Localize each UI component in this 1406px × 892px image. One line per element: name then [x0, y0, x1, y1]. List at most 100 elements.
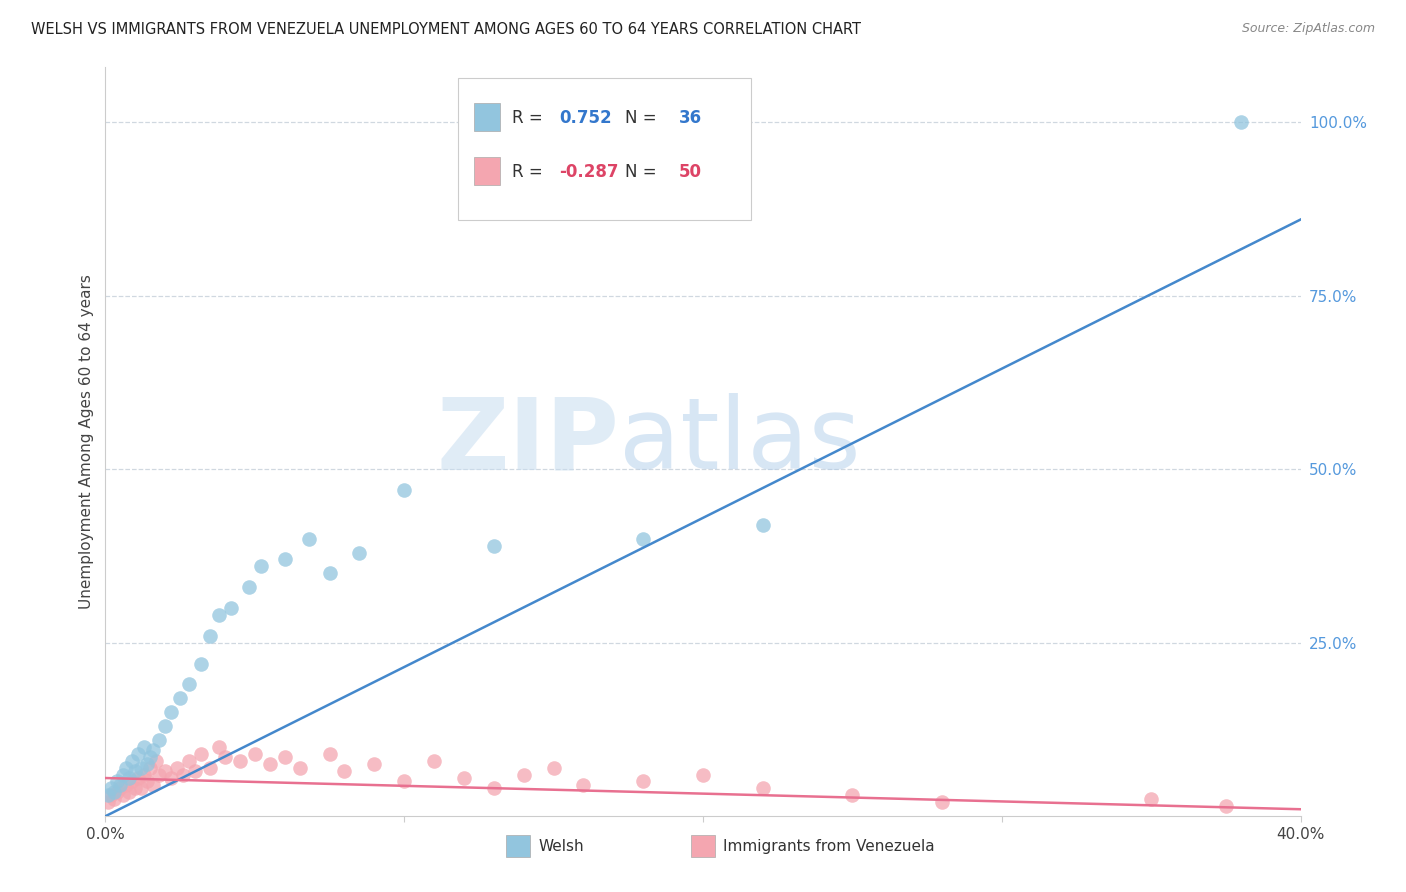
Point	[103, 785, 125, 799]
Point	[318, 747, 340, 761]
FancyBboxPatch shape	[474, 103, 501, 131]
Point	[121, 754, 143, 768]
Point	[124, 781, 146, 796]
Point	[394, 774, 416, 789]
Point	[219, 601, 242, 615]
Point	[1215, 798, 1237, 813]
Point	[160, 705, 183, 719]
Point	[238, 580, 260, 594]
Point	[129, 781, 153, 796]
FancyBboxPatch shape	[692, 835, 716, 857]
Text: ZIP: ZIP	[436, 393, 619, 490]
Point	[177, 677, 201, 691]
Point	[751, 781, 773, 796]
Point	[333, 764, 356, 778]
Point	[121, 774, 143, 789]
Point	[190, 747, 212, 761]
Point	[160, 771, 183, 785]
Text: Source: ZipAtlas.com: Source: ZipAtlas.com	[1241, 22, 1375, 36]
Point	[208, 739, 231, 754]
Point	[115, 761, 138, 775]
Point	[129, 761, 153, 775]
Point	[198, 761, 221, 775]
Text: WELSH VS IMMIGRANTS FROM VENEZUELA UNEMPLOYMENT AMONG AGES 60 TO 64 YEARS CORREL: WELSH VS IMMIGRANTS FROM VENEZUELA UNEMP…	[31, 22, 860, 37]
Text: -0.287: -0.287	[560, 163, 619, 181]
Point	[103, 792, 125, 806]
Point	[177, 754, 201, 768]
Point	[107, 774, 129, 789]
Point	[363, 757, 385, 772]
Point	[148, 767, 170, 781]
Point	[145, 754, 167, 768]
Point	[142, 778, 165, 792]
Point	[633, 532, 655, 546]
Point	[142, 743, 165, 757]
Point	[100, 789, 122, 803]
Point	[198, 629, 221, 643]
Text: R =: R =	[512, 109, 548, 127]
Point	[1140, 792, 1163, 806]
Point	[118, 771, 141, 785]
Point	[136, 757, 159, 772]
Point	[214, 750, 236, 764]
Point	[318, 566, 340, 581]
Point	[155, 719, 177, 733]
Point	[169, 691, 191, 706]
Text: N =: N =	[626, 163, 662, 181]
Point	[229, 754, 252, 768]
Point	[136, 774, 159, 789]
Point	[100, 781, 122, 796]
Point	[155, 764, 177, 778]
Point	[1229, 115, 1253, 129]
Point	[172, 767, 194, 781]
Point	[259, 757, 281, 772]
Point	[124, 764, 146, 778]
Point	[543, 761, 565, 775]
Point	[288, 761, 311, 775]
Text: Immigrants from Venezuela: Immigrants from Venezuela	[723, 838, 935, 854]
Point	[633, 774, 655, 789]
Point	[841, 789, 863, 803]
Point	[243, 747, 266, 761]
Point	[139, 761, 162, 775]
Point	[572, 778, 595, 792]
Point	[394, 483, 416, 497]
Point	[208, 607, 231, 622]
Point	[112, 767, 135, 781]
Point	[127, 771, 149, 785]
Point	[273, 750, 295, 764]
Point	[107, 785, 129, 799]
Point	[118, 785, 141, 799]
FancyBboxPatch shape	[506, 835, 530, 857]
Text: N =: N =	[626, 109, 662, 127]
Point	[110, 778, 132, 792]
Point	[134, 739, 156, 754]
Point	[931, 795, 953, 809]
Point	[423, 754, 446, 768]
Point	[692, 767, 714, 781]
Point	[115, 778, 138, 792]
Point	[250, 559, 273, 574]
Text: Welsh: Welsh	[538, 838, 583, 854]
Point	[110, 781, 132, 796]
Point	[134, 767, 156, 781]
Point	[273, 552, 295, 566]
Y-axis label: Unemployment Among Ages 60 to 64 years: Unemployment Among Ages 60 to 64 years	[79, 274, 94, 609]
Point	[453, 771, 475, 785]
Point	[166, 761, 188, 775]
Point	[513, 767, 536, 781]
Point	[298, 532, 321, 546]
Point	[139, 750, 162, 764]
Text: 50: 50	[679, 163, 702, 181]
Point	[190, 657, 212, 671]
Point	[97, 789, 120, 803]
Point	[97, 795, 120, 809]
Point	[148, 732, 170, 747]
Text: atlas: atlas	[619, 393, 860, 490]
Point	[112, 789, 135, 803]
FancyBboxPatch shape	[474, 157, 501, 186]
Point	[127, 747, 149, 761]
Point	[751, 517, 773, 532]
Point	[349, 545, 371, 559]
Text: 36: 36	[679, 109, 702, 127]
